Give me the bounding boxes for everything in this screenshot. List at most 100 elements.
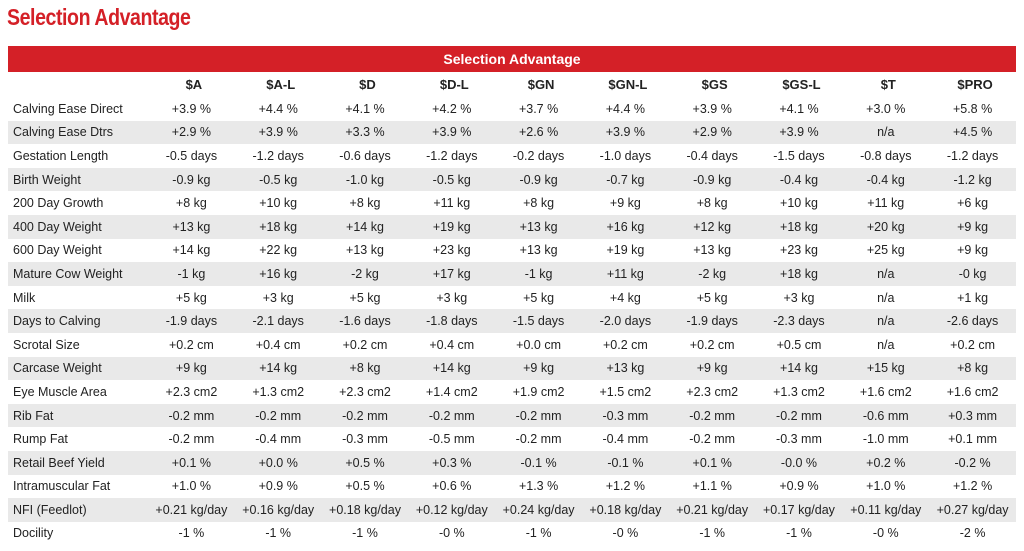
table-row: Milk +5 kg +3 kg +5 kg +3 kg +5 kg +4 kg +5 kg +… (8, 286, 1016, 310)
cell-value: -1 % (699, 526, 726, 541)
cell-value: +3.9 % (692, 101, 732, 116)
cell-value: +2.3 cm2 (165, 384, 218, 399)
cell-value: +2.3 cm2 (339, 384, 391, 399)
row-label: Intramuscular Fat (13, 479, 111, 494)
cell-value: -0.5 days (165, 148, 218, 163)
cell-value: -1.5 days (773, 148, 825, 163)
table-row: 400 Day Weight +13 kg +18 kg +14 kg +19 kg +1… (8, 214, 1016, 239)
cell-value: -0.9 kg (148, 167, 235, 192)
cell-value: +19 kg (408, 214, 496, 239)
cell-value: +9 kg (495, 356, 582, 381)
cell-value: +13 kg (519, 243, 558, 258)
cell-value: n/a (842, 120, 930, 145)
cell-value: -0 kg (929, 262, 1016, 286)
column-header: $A-L (266, 77, 296, 92)
cell-value: -2.6 days (929, 309, 1016, 333)
cell-value: +0.5 cm (776, 337, 822, 352)
row-label: Calving Ease Direct (13, 101, 123, 116)
cell-value: +4.4 % (605, 101, 646, 116)
cell-value: -0.2 mm (689, 432, 736, 447)
row-label: 400 Day Weight (8, 214, 148, 239)
column-header: $T (880, 77, 896, 92)
cell-value: -2 kg (321, 262, 409, 286)
cell-value: +2.3 cm2 (686, 384, 739, 399)
table-row: Mature Cow Weight -1 kg +16 kg -2 kg +17 kg -… (8, 262, 1016, 286)
table-row: Docility -1 % -1 % -1 % -0 % -1 % -0 % -1 % -1 %… (8, 522, 1016, 546)
cell-value: +3.3 % (321, 120, 409, 145)
cell-value: -0.3 mm (581, 403, 669, 428)
cell-value: +11 kg (867, 196, 905, 211)
cell-value: n/a (877, 290, 895, 305)
cell-value: +0.16 kg/day (234, 498, 322, 522)
cell-value: -0.4 mm (255, 432, 302, 447)
cell-value: -0.5 mm (428, 432, 475, 447)
cell-value: +0.2 cm (342, 337, 388, 352)
row-label: 600 Day Weight (13, 243, 102, 258)
cell-value: -0.2 mm (148, 403, 235, 428)
cell-value: +11 kg (581, 262, 669, 286)
cell-value: +1.2 % (952, 479, 993, 494)
cell-value: +13 kg (581, 356, 669, 381)
cell-value: +18 kg (755, 214, 843, 239)
cell-value: -0.2 mm (668, 403, 756, 428)
table-row: 200 Day Growth +8 kg +10 kg +8 kg +11 kg +8 k… (8, 191, 1016, 215)
cell-value: +2.9 % (668, 120, 756, 145)
cell-value: +3.9 % (234, 120, 322, 145)
cell-value: +19 kg (606, 243, 645, 258)
cell-value: +9 kg (668, 356, 756, 381)
cell-value: -0.2 mm (495, 403, 582, 428)
cell-value: +0.2 cm (689, 337, 735, 352)
cell-value: +13 kg (495, 214, 582, 239)
cell-value: -1 % (525, 526, 552, 541)
cell-value: +14 kg (408, 356, 496, 381)
cell-value: -1.9 days (668, 309, 756, 333)
cell-value: +1.3 cm2 (773, 384, 825, 399)
cell-value: +25 kg (866, 243, 905, 258)
cell-value: -2.1 days (234, 309, 322, 333)
cell-value: -1.0 kg (321, 167, 409, 192)
cell-value: -0.2 mm (515, 432, 562, 447)
cell-value: +5 kg (696, 290, 728, 305)
table-row: Calving Ease Direct +3.9 % +4.4 % +4.1 % +4.… (8, 97, 1016, 121)
row-label: NFI (Feedlot) (8, 498, 148, 522)
cell-value: +5 kg (175, 290, 207, 305)
cell-value: +0.2 % (842, 450, 930, 475)
cell-value: +8 kg (349, 196, 381, 211)
cell-value: +4.2 % (432, 101, 472, 116)
cell-value: +0.27 kg/day (929, 498, 1016, 522)
column-header: $D-L (439, 77, 469, 92)
column-header: $A (185, 77, 203, 92)
cell-value: +0.1 % (668, 450, 756, 475)
table-row: Intramuscular Fat +1.0 % +0.9 % +0.5 % +0.6 … (8, 475, 1016, 499)
cell-value: +0.1 % (148, 450, 235, 475)
row-label: Rump Fat (13, 432, 68, 447)
cell-value: +4.1 % (345, 101, 385, 116)
table-row: Rump Fat -0.2 mm -0.4 mm -0.3 mm -0.5 mm -0.2… (8, 427, 1016, 451)
cell-value: -0.2 mm (234, 403, 322, 428)
cell-value: +0.18 kg/day (321, 498, 409, 522)
cell-value: -0.2 mm (168, 432, 215, 447)
cell-value: +1.6 cm2 (946, 384, 999, 399)
cell-value: +18 kg (234, 214, 322, 239)
cell-value: -0.5 kg (408, 167, 496, 192)
cell-value: -1.2 days (252, 148, 304, 163)
cell-value: -0.1 % (495, 450, 582, 475)
cell-value: -2 kg (668, 262, 756, 286)
cell-value: +1.5 cm2 (599, 384, 652, 399)
column-header: $D (359, 77, 376, 92)
cell-value: +13 kg (148, 214, 235, 239)
cell-value: -1 % (265, 526, 292, 541)
cell-value: +4 kg (609, 290, 641, 305)
row-label: Gestation Length (13, 148, 109, 163)
cell-value: +4.5 % (929, 120, 1016, 145)
cell-value: -0.5 kg (234, 167, 322, 192)
cell-value: +13 kg (346, 243, 384, 258)
cell-value: -0.2 days (512, 148, 565, 163)
cell-value: +8 kg (321, 356, 409, 381)
corner-cell (8, 72, 148, 97)
cell-value: n/a (842, 262, 930, 286)
cell-value: +1.3 cm2 (252, 384, 305, 399)
column-header: $GS-L (782, 77, 821, 92)
cell-value: +0.2 cm (168, 337, 214, 352)
page-title: Selection Advantage (7, 4, 191, 30)
